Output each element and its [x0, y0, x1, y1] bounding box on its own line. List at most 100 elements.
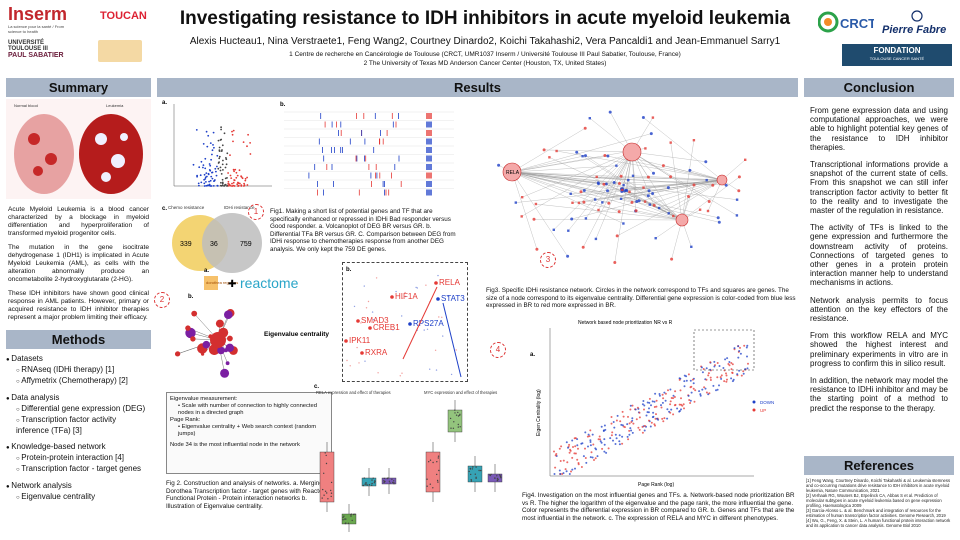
boxplot-point: [478, 469, 480, 472]
methods-subitem: Affymetrix (Chemotherapy) [2]: [6, 376, 151, 387]
tf-activity-cell: [426, 181, 432, 187]
scatter-point: [598, 435, 601, 438]
volcano-point: [227, 172, 229, 174]
pagerank-bullet: • Eigenvalue centrality + Web search con…: [178, 424, 317, 437]
boxplot-point: [344, 518, 346, 520]
network-hub-node: [210, 332, 226, 348]
scatter-point: [584, 431, 587, 434]
scatter-point: [600, 425, 603, 428]
zoom-bg-point: [404, 295, 407, 298]
scatter-point: [629, 408, 632, 411]
scatter-point: [621, 424, 624, 427]
summary-paragraph-1: Acute Myeloid Leukemia is a blood cancer…: [8, 206, 149, 237]
network-edge: [663, 165, 723, 181]
tf-tick: [340, 121, 342, 128]
scatter-point: [693, 400, 696, 403]
network-node: [220, 368, 230, 378]
volcano-point: [206, 175, 208, 178]
boxplot-point: [436, 479, 439, 482]
network-tf-node: [649, 132, 653, 136]
volcano-point: [219, 166, 222, 169]
scatter-point: [650, 404, 652, 407]
network-node: [215, 319, 224, 328]
leukemia-label: Leukemia: [106, 103, 124, 108]
boxplot-point: [475, 476, 477, 478]
volcano-point: [208, 183, 211, 186]
scatter-point: [589, 429, 592, 432]
network-tf-node: [497, 163, 501, 167]
scatter-point: [680, 403, 683, 406]
volcano-point: [207, 173, 210, 176]
network-node: [225, 361, 230, 366]
fondation-title: FONDATION: [873, 46, 921, 55]
scatter-point: [635, 418, 638, 421]
network-tf-node: [647, 189, 651, 193]
volcano-point: [205, 172, 208, 174]
tf-tick: [376, 172, 378, 179]
scatter-point: [574, 437, 577, 440]
tf-activity-cell: [426, 138, 432, 145]
zoom-bg-point: [442, 335, 444, 337]
network-gene-node: [669, 141, 672, 144]
network-tf-node: [581, 245, 585, 249]
methods-subitem: Protein-protein interaction [4]: [6, 453, 151, 464]
inserm-logo: Inserm: [8, 4, 68, 24]
conclusion-p3: The activity of TFs is linked to the gen…: [810, 223, 948, 288]
network-edge: [511, 165, 617, 173]
boxplot-point: [383, 481, 385, 484]
boxplot-point: [457, 411, 459, 414]
pagerank-text: Eigenvalue centrality + Web search conte…: [178, 424, 317, 437]
scatter-point: [599, 440, 602, 443]
methods-list: DatasetsRNAseq (IDHi therapy) [1]Affymet…: [6, 354, 151, 503]
fondation-logo: FONDATION TOULOUSE CANCER SANTÉ: [842, 44, 952, 66]
boxplot-point: [470, 480, 473, 482]
eigen-measure-text: Scale with number of connection to highl…: [178, 403, 317, 416]
scatter-point: [572, 446, 574, 448]
scatter-point: [649, 425, 652, 428]
boxplot-point: [428, 461, 430, 463]
boxplot-point: [429, 483, 431, 485]
network-tf-node: [711, 183, 715, 187]
scatter-point: [571, 439, 574, 442]
boxplot-point: [480, 469, 482, 472]
scatter-point: [678, 377, 681, 380]
volcano-point: [209, 142, 212, 144]
volcano-point: [235, 176, 238, 179]
network-edge: [553, 151, 633, 230]
scatter-point: [660, 404, 662, 407]
reactome-logo: reactome: [240, 275, 299, 291]
volcano-point: [232, 129, 235, 132]
fig1-caption: Fig1. Making a short list of potential g…: [270, 208, 456, 253]
scatter-point: [610, 434, 613, 437]
zoom-bg-point: [353, 305, 356, 308]
scatter-point: [647, 411, 650, 414]
network-gene-node: [644, 147, 647, 150]
fig4b-letter: b.: [346, 267, 352, 273]
network-tf-node: [532, 217, 536, 221]
zoom-gene-label: CREB1: [373, 323, 400, 332]
methods-subitem: Transcription factor - target genes: [6, 464, 151, 475]
network-gene-node: [654, 237, 657, 240]
network-gene-node: [552, 228, 555, 231]
scatter-point: [614, 433, 617, 436]
boxplot-point: [347, 522, 350, 524]
boxplot-point: [368, 484, 371, 486]
badge-3: 3: [540, 252, 556, 268]
network-tf-node: [623, 189, 626, 193]
scatter-point: [669, 403, 672, 406]
tf-tick: [363, 113, 365, 119]
volcano-point: [222, 159, 224, 162]
network-node: [217, 346, 225, 355]
scatter-point: [613, 426, 616, 429]
scatter-point: [587, 433, 590, 436]
scatter-point: [739, 352, 742, 355]
network-gene-node: [597, 182, 600, 185]
network-node: [190, 336, 196, 342]
scatter-point: [666, 408, 669, 411]
scatter-point: [672, 413, 675, 416]
network-tf-node: [617, 210, 621, 214]
boxplot-point: [499, 475, 502, 478]
tf-activity-cell: [426, 172, 432, 179]
scatter-point: [574, 467, 576, 470]
network-node: [185, 325, 191, 331]
